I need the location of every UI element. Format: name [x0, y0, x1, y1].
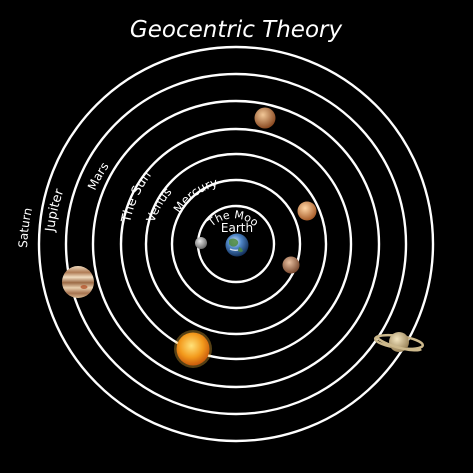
mercury-icon	[283, 257, 300, 274]
sun-icon	[174, 330, 212, 368]
jupiter-icon	[62, 266, 94, 298]
celestial-bodies	[62, 108, 424, 369]
saturn-label: Saturn	[16, 206, 35, 248]
moon-icon	[195, 237, 207, 249]
earth-icon	[226, 234, 249, 257]
venus-label: Venus	[144, 185, 175, 224]
mars-icon	[255, 108, 276, 129]
mercury-label: Mercury	[171, 175, 219, 215]
mars-label: Mars	[85, 160, 112, 193]
venus-icon	[298, 202, 317, 221]
page-title: Geocentric Theory	[130, 17, 343, 43]
saturn-icon	[374, 332, 423, 352]
